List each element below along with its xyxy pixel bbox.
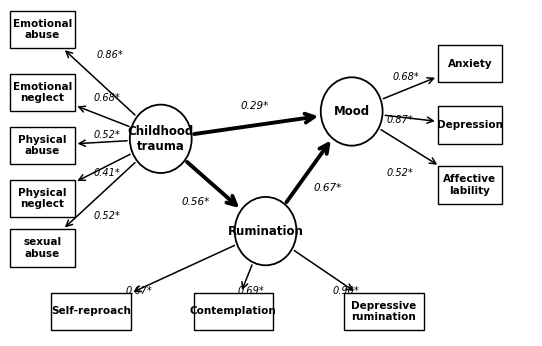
Text: Rumination: Rumination: [228, 225, 304, 238]
Text: Childhood
trauma: Childhood trauma: [127, 125, 194, 153]
Text: 0.68*: 0.68*: [392, 72, 419, 82]
Text: 0.67*: 0.67*: [126, 286, 153, 296]
Text: sexual
abuse: sexual abuse: [23, 237, 61, 259]
Text: Depression: Depression: [437, 120, 503, 130]
Text: Self-reproach: Self-reproach: [51, 307, 131, 317]
Text: 0.90*: 0.90*: [333, 286, 360, 296]
Text: 0.68*: 0.68*: [94, 93, 120, 103]
Text: Emotional
neglect: Emotional neglect: [13, 82, 72, 103]
Text: 0.69*: 0.69*: [238, 286, 264, 296]
Text: 0.67*: 0.67*: [313, 183, 341, 193]
Text: Affective
lability: Affective lability: [443, 174, 496, 196]
Text: 0.52*: 0.52*: [387, 168, 414, 178]
Text: 0.41*: 0.41*: [94, 168, 120, 178]
Text: Emotional
abuse: Emotional abuse: [13, 19, 72, 40]
Text: Contemplation: Contemplation: [190, 307, 277, 317]
Text: 0.52*: 0.52*: [94, 211, 120, 221]
Text: 0.56*: 0.56*: [182, 197, 210, 207]
Text: Physical
neglect: Physical neglect: [18, 188, 67, 209]
Text: Mood: Mood: [334, 105, 370, 118]
Text: Anxiety: Anxiety: [448, 58, 492, 69]
Text: 0.86*: 0.86*: [96, 50, 123, 60]
Text: Depressive
rumination: Depressive rumination: [351, 301, 417, 322]
Text: 0.52*: 0.52*: [94, 130, 120, 140]
Text: 0.87*: 0.87*: [387, 115, 414, 125]
Text: Physical
abuse: Physical abuse: [18, 135, 67, 156]
Text: 0.29*: 0.29*: [241, 101, 269, 111]
